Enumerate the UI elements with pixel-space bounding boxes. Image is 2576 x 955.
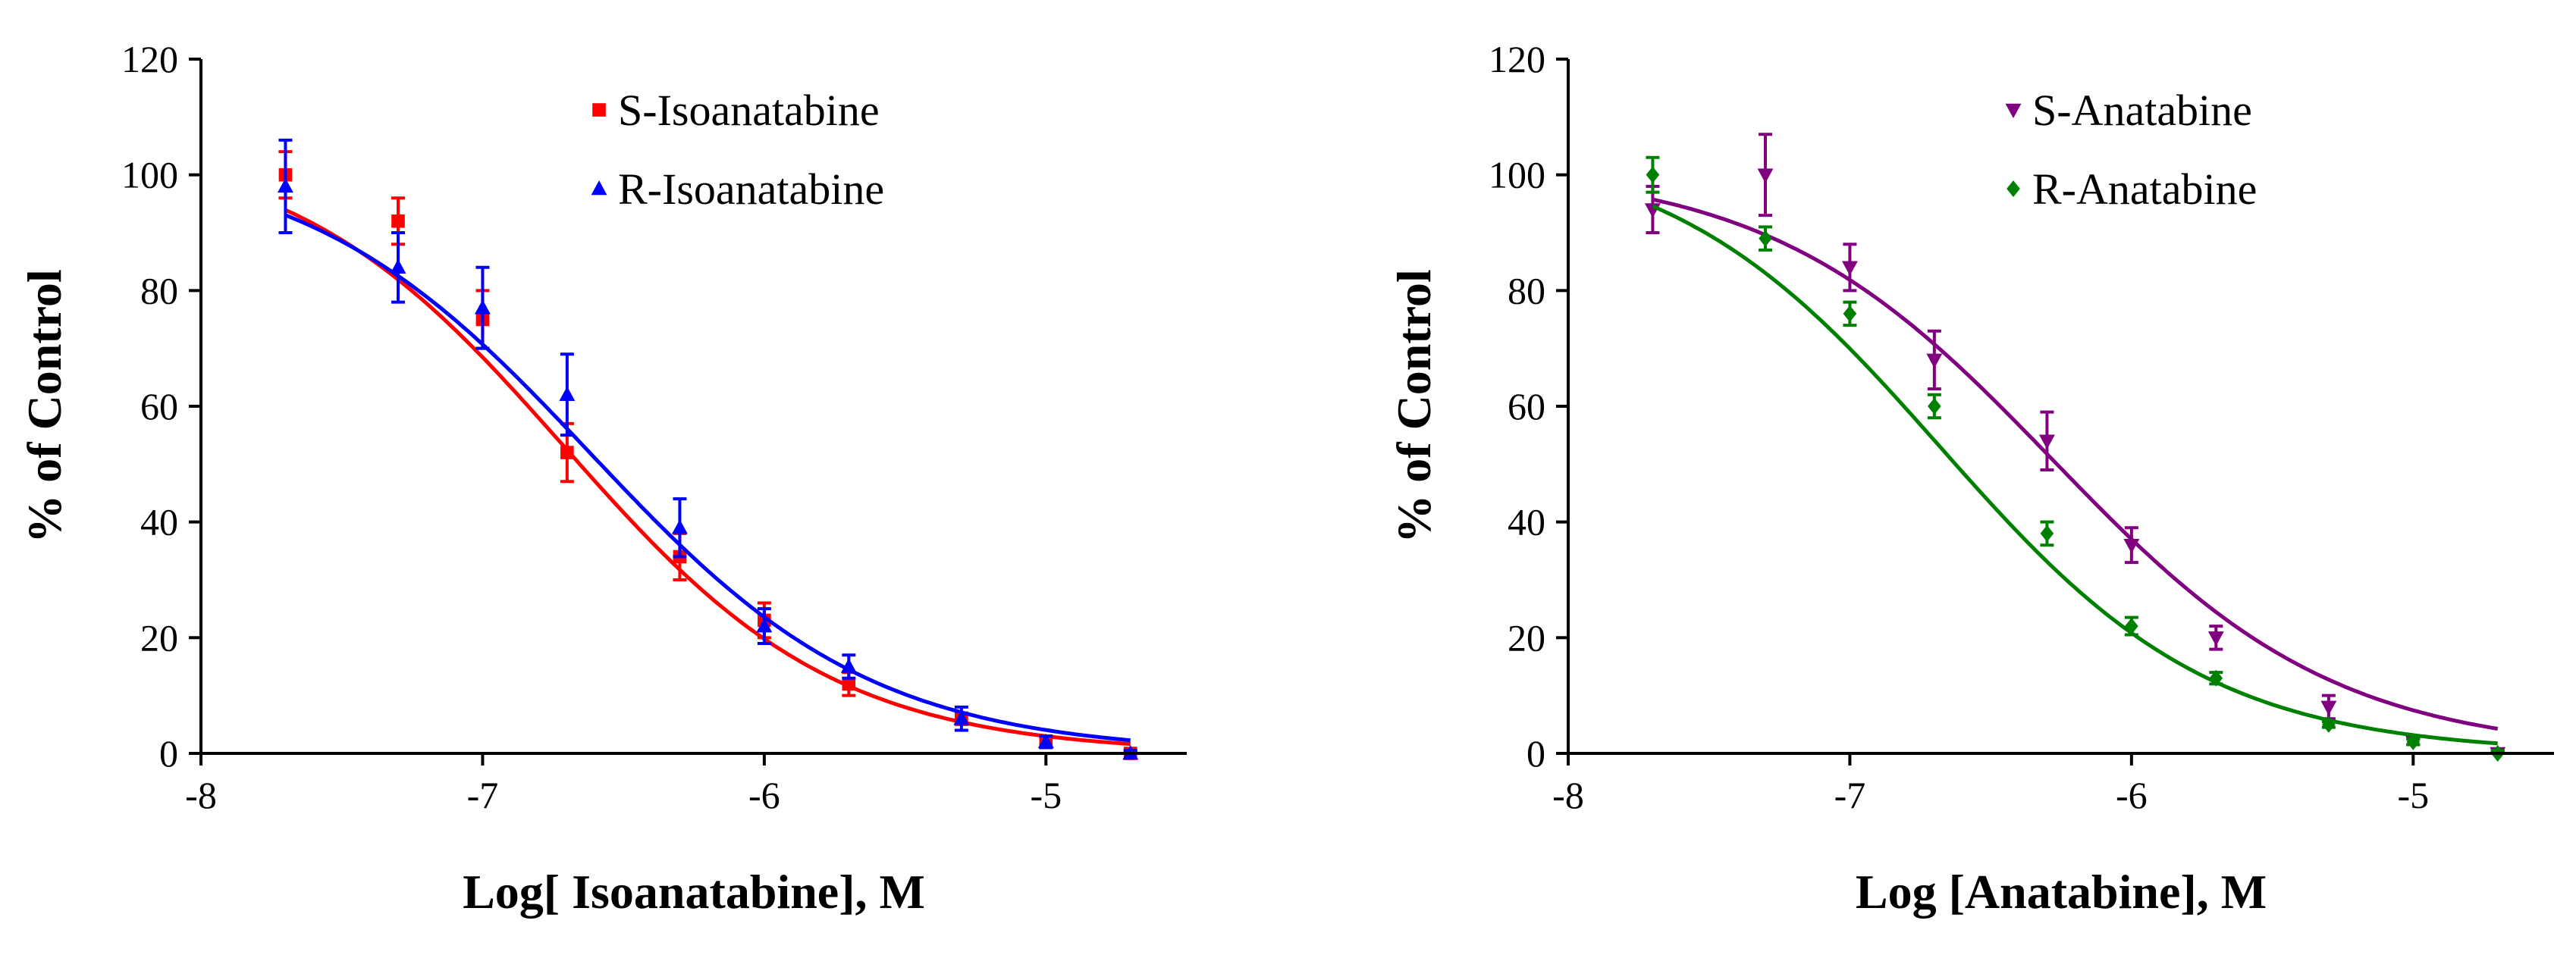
data-point-r-anatabine [2209, 669, 2223, 687]
axis-ticks: -8 -7 -6 -5 0 20 40 60 80 100 120 [121, 38, 1062, 816]
panel-anatabine: -8 -7 -6 -5 0 20 40 60 80 100 120 Log [Anatabine],… [1387, 38, 2554, 919]
data-point-r-anatabine [2125, 618, 2138, 635]
y-tick-label: 100 [121, 154, 178, 196]
legend: S-Isoanatabine R-Isoanatabine [591, 86, 884, 214]
data-point-r-isoanatabine [559, 386, 576, 401]
legend-marker-r-isoanatabine [591, 180, 607, 196]
data-point-s-anatabine [1841, 261, 1858, 276]
y-tick-label: 80 [1508, 269, 1545, 312]
y-tick-label: 60 [140, 385, 178, 427]
y-tick-label: 20 [140, 616, 178, 659]
x-tick-label: -5 [2397, 774, 2429, 816]
x-axis-title: Log[ Isoanatabine], M [463, 865, 925, 919]
data-point-r-isoanatabine [671, 519, 688, 534]
data-point-s-isoanatabine [842, 677, 856, 691]
panel-isoanatabine: -8 -7 -6 -5 0 20 40 60 80 100 120 Log[ Isoanatabin… [17, 38, 1187, 919]
data-point-r-isoanatabine [953, 710, 970, 725]
x-tick-label: -6 [2116, 774, 2148, 816]
plot-area [277, 138, 1139, 760]
x-tick-label: -7 [467, 774, 499, 816]
data-point-r-anatabine [1843, 305, 1857, 322]
data-point-s-anatabine [2038, 434, 2055, 449]
y-tick-label: 0 [159, 732, 178, 775]
plot-area [1644, 133, 2506, 762]
x-tick-label: -8 [185, 774, 217, 816]
legend-label-s-anatabine: S-Anatabine [2032, 86, 2252, 135]
legend-marker-r-anatabine [2007, 180, 2020, 197]
x-tick-label: -8 [1552, 774, 1584, 816]
legend-label-s-isoanatabine: S-Isoanatabine [618, 86, 880, 135]
fit-curve-s-isoanatabine [284, 208, 1131, 747]
legend-symbol [592, 103, 606, 117]
data-point-r-anatabine [1928, 398, 1941, 415]
legend-marker-s-isoanatabine [592, 103, 606, 117]
y-axis-title: % of Control [1387, 269, 1441, 543]
data-point-r-isoanatabine [756, 618, 773, 633]
data-point-s-anatabine [1757, 168, 1774, 183]
y-tick-label: 120 [121, 38, 178, 80]
data-point-r-anatabine [2322, 715, 2336, 733]
fit-curve-r-isoanatabine [284, 213, 1131, 743]
y-tick-label: 120 [1489, 38, 1545, 80]
legend-symbol [591, 180, 607, 196]
data-point-s-anatabine [2207, 631, 2224, 647]
data-point-s-isoanatabine [391, 214, 405, 228]
y-tick-label: 20 [1508, 616, 1545, 659]
y-tick-label: 40 [140, 501, 178, 543]
data-point-r-anatabine [2040, 524, 2054, 542]
x-tick-label: -5 [1030, 774, 1062, 816]
legend-label-r-isoanatabine: R-Isoanatabine [618, 164, 884, 214]
legend: S-Anatabine R-Anatabine [2005, 86, 2257, 214]
y-tick-label: 0 [1526, 732, 1545, 775]
fit-curve-s-anatabine [1652, 197, 2499, 731]
data-point-s-anatabine [1926, 353, 1943, 368]
legend-label-r-anatabine: R-Anatabine [2032, 164, 2257, 214]
legend-symbol [2007, 180, 2020, 197]
data-point-r-isoanatabine [1037, 733, 1054, 748]
data-point-r-anatabine [1759, 230, 1772, 247]
data-point-r-isoanatabine [390, 258, 406, 274]
legend-marker-s-anatabine [2005, 103, 2022, 118]
data-point-r-anatabine [2406, 733, 2421, 750]
x-tick-label: -7 [1834, 774, 1866, 816]
y-tick-label: 80 [140, 269, 178, 312]
data-point-s-anatabine [2123, 538, 2140, 554]
data-point-r-anatabine [1646, 166, 1660, 183]
y-axis-title: % of Control [17, 269, 71, 543]
y-tick-label: 60 [1508, 385, 1545, 427]
y-tick-label: 100 [1489, 154, 1545, 196]
data-point-s-isoanatabine [560, 446, 574, 459]
data-point-r-isoanatabine [277, 177, 293, 193]
legend-symbol [2005, 103, 2022, 118]
data-point-r-isoanatabine [840, 658, 857, 673]
fit-curve-r-anatabine [1652, 204, 2498, 746]
data-point-r-isoanatabine [474, 299, 491, 315]
y-tick-label: 40 [1508, 501, 1545, 543]
x-tick-label: -6 [748, 774, 780, 816]
x-axis-title: Log [Anatabine], M [1856, 865, 2267, 919]
data-point-s-anatabine [2320, 700, 2337, 715]
axis-ticks: -8 -7 -6 -5 0 20 40 60 80 100 120 [1489, 38, 2429, 816]
